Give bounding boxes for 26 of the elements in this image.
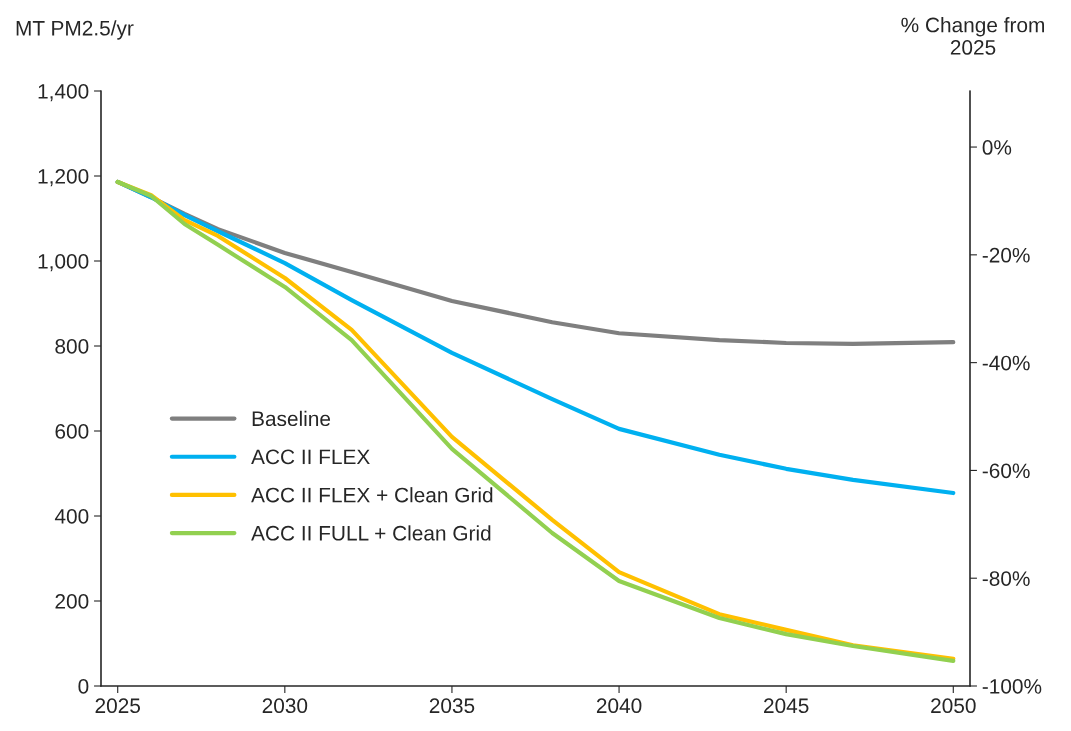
y2-tick-label: -60% [982,463,1030,479]
y-tick-label: 200 [55,594,89,609]
y-axis-title: MT PM2.5/yr [16,20,134,40]
y2-tick-label: -20% [982,247,1030,263]
x-tick-label: 2025 [95,698,141,714]
y-tick-label: 400 [54,509,89,524]
y-tick-label: 0 [78,679,89,694]
y2-tick-label: -100% [982,679,1042,694]
x-tick-label: 2030 [262,698,308,714]
x-tick-label: 2045 [764,698,809,714]
legend-label: ACC II FLEX + Clean Grid [251,487,493,503]
legend-label: ACC II FULL + Clean Grid [251,525,491,541]
y-tick-label: 1,200 [38,169,89,187]
legend-label: ACC II FLEX [251,449,370,465]
x-tick-label: 2035 [429,698,475,714]
y2-tick-label: -80% [982,571,1030,586]
y-tick-label: 800 [55,339,89,354]
y-tick-label: 1,400 [38,84,89,102]
y2-tick-label: -40% [982,355,1030,371]
x-tick-label: 2040 [596,698,642,714]
y-tick-label: 1,000 [38,254,89,272]
y2-tick-label: 0% [982,140,1012,155]
x-tick-label: 2050 [931,698,976,714]
y-tick-label: 600 [55,424,89,439]
legend-label: Baseline [252,410,331,427]
y2-axis-title: % Change from 2025 [901,17,1044,55]
